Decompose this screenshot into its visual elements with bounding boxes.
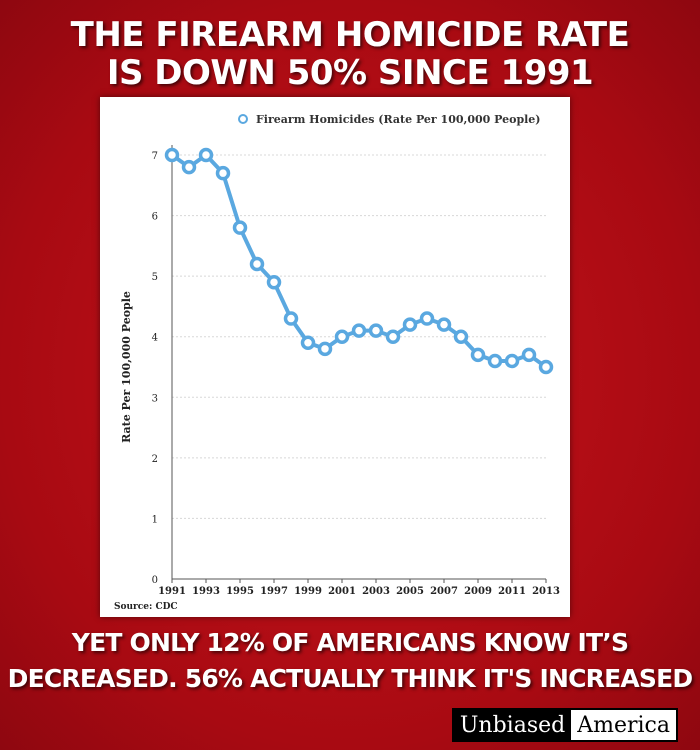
x-tick-label: 2011 bbox=[498, 586, 526, 597]
data-point bbox=[317, 341, 333, 357]
caption-line-2: DECREASED. 56% ACTUALLY THINK IT'S INCRE… bbox=[7, 664, 694, 693]
data-point bbox=[470, 347, 486, 363]
x-tick-label: 1999 bbox=[294, 586, 322, 597]
data-point bbox=[351, 323, 367, 338]
data-point bbox=[164, 147, 180, 163]
y-tick-label: 6 bbox=[152, 212, 158, 223]
x-tick-label: 2003 bbox=[362, 586, 390, 597]
data-point bbox=[521, 347, 537, 363]
y-axis-label: Rate Per 100,000 People bbox=[120, 291, 133, 443]
y-tick-label: 3 bbox=[152, 393, 158, 404]
data-point bbox=[487, 353, 503, 369]
x-tick-label: 1991 bbox=[158, 586, 186, 597]
legend-label: Firearm Homicides (Rate Per 100,000 Peop… bbox=[256, 113, 541, 126]
brand-part-2: America bbox=[571, 710, 676, 740]
x-tick-label: 1993 bbox=[192, 586, 220, 597]
data-point bbox=[334, 329, 350, 344]
x-tick-label: 2001 bbox=[328, 586, 356, 597]
x-tick-label: 2013 bbox=[532, 586, 560, 597]
x-tick-label: 1997 bbox=[260, 586, 288, 597]
data-point bbox=[181, 159, 197, 175]
headline-line-2: IS DOWN 50% SINCE 1991 bbox=[106, 53, 594, 93]
brand-logo: Unbiased America bbox=[451, 708, 678, 742]
data-point bbox=[300, 335, 316, 351]
legend-marker bbox=[238, 114, 248, 124]
x-tick-label: 2007 bbox=[430, 586, 458, 597]
data-point bbox=[419, 311, 435, 326]
data-point bbox=[266, 274, 282, 290]
y-tick-label: 4 bbox=[152, 333, 158, 344]
data-point bbox=[198, 147, 214, 163]
chart-panel: 0 1 2 3 4 5 6 7 1991 1993 1995 1997 1999 2001 2003 2005… bbox=[100, 97, 570, 617]
caption: YET ONLY 12% OF AMERICANS KNOW IT’S DECR… bbox=[0, 625, 700, 697]
data-point bbox=[232, 220, 248, 235]
data-point bbox=[453, 329, 469, 344]
data-point bbox=[368, 323, 384, 338]
source-note: Source: CDC bbox=[114, 602, 178, 612]
caption-line-1: YET ONLY 12% OF AMERICANS KNOW IT’S bbox=[71, 628, 629, 657]
y-tick-label: 5 bbox=[152, 272, 158, 283]
y-tick-label: 2 bbox=[152, 454, 158, 465]
x-tick-label: 1995 bbox=[226, 586, 254, 597]
data-point bbox=[283, 311, 299, 326]
data-point bbox=[215, 165, 231, 181]
data-point bbox=[402, 317, 418, 332]
y-tick-label: 7 bbox=[152, 151, 158, 162]
data-point bbox=[504, 353, 520, 369]
headline-line-1: THE FIREARM HOMICIDE RATE bbox=[70, 15, 630, 55]
line-chart: 0 1 2 3 4 5 6 7 1991 1993 1995 1997 1999 2001 2003 2005… bbox=[114, 113, 560, 612]
data-point bbox=[538, 359, 554, 375]
y-tick-label: 1 bbox=[152, 514, 158, 525]
data-point bbox=[436, 317, 452, 332]
x-tick-label: 2009 bbox=[464, 586, 492, 597]
y-tick-label: 0 bbox=[152, 575, 158, 586]
brand-part-1: Unbiased bbox=[453, 710, 572, 740]
data-point bbox=[249, 256, 265, 272]
data-point bbox=[385, 329, 401, 344]
x-tick-label: 2005 bbox=[396, 586, 424, 597]
headline: THE FIREARM HOMICIDE RATE IS DOWN 50% SI… bbox=[0, 16, 700, 92]
